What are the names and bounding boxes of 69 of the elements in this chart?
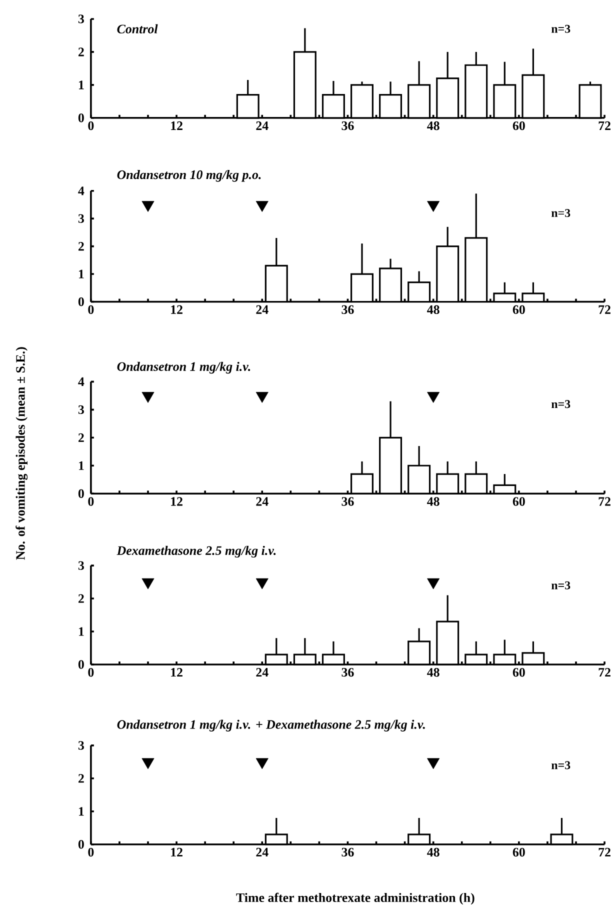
- annotation: n=3: [552, 400, 570, 408]
- x-tick-label: 24: [256, 668, 269, 677]
- x-tick-label: 60: [513, 305, 526, 314]
- x-tick-label: 72: [599, 848, 611, 856]
- x-tick-label: 24: [256, 305, 269, 314]
- annotation: n=3: [552, 761, 570, 770]
- x-tick-label: 72: [599, 668, 611, 677]
- y-tick-label: 0: [78, 297, 84, 306]
- x-tick-label: 24: [256, 121, 269, 130]
- x-tick-label: 36: [342, 497, 354, 506]
- x-tick-label: 0: [88, 848, 94, 857]
- x-tick-label: 0: [88, 668, 94, 677]
- x-tick-label: 72: [599, 497, 611, 506]
- x-tick-label: 12: [171, 848, 183, 856]
- x-tick-label: 72: [599, 305, 611, 314]
- y-tick-label: 0: [78, 114, 84, 122]
- x-tick-label: 36: [342, 848, 354, 857]
- x-tick-label: 0: [88, 305, 94, 314]
- y-tick-label: 0: [78, 489, 84, 498]
- x-tick-label: 60: [513, 121, 526, 130]
- y-tick-label: 2: [78, 594, 84, 603]
- y-tick-label: 1: [79, 80, 84, 90]
- annotation: n=3: [552, 24, 570, 33]
- y-tick-label: 2: [78, 433, 84, 442]
- x-tick-label: 60: [513, 497, 526, 506]
- y-tick-label: 3: [78, 405, 84, 414]
- y-tick-label: 2: [78, 48, 84, 56]
- y-tick-label: 4: [78, 377, 84, 386]
- chart-title: Control: [117, 24, 158, 34]
- chart-title: Dexamethasone 2.5 mg/kg i.v.: [116, 546, 276, 558]
- x-tick-label: 48: [427, 848, 440, 857]
- x-tick-label: 12: [171, 305, 183, 314]
- x-tick-label: 12: [171, 668, 183, 677]
- x-tick-label: 36: [342, 668, 354, 677]
- x-tick-label: 24: [256, 497, 269, 506]
- y-tick-label: 2: [78, 774, 84, 783]
- x-tick-label: 36: [342, 121, 354, 130]
- x-tick-label: 72: [599, 121, 611, 130]
- chart-title: Ondansetron 10 mg/kg p.o.: [118, 170, 261, 182]
- x-tick-label: 0: [88, 121, 94, 130]
- x-tick-label: 48: [427, 305, 440, 314]
- chart-title: Ondansetron 1 mg/kg i.v. + Dexamethasone 2.5 mg/kg i.v.: [118, 720, 426, 732]
- x-tick-label: 60: [513, 668, 526, 677]
- y-axis-title: No. of vomiting episodes (mean ± S.E.): [16, 347, 28, 560]
- y-tick-label: 2: [78, 242, 84, 251]
- x-tick-label: 48: [427, 121, 440, 130]
- chart-title: Ondansetron 1 mg/kg i.v.: [118, 362, 250, 374]
- y-tick-label: 1: [79, 461, 84, 470]
- y-tick-label: 0: [78, 840, 84, 849]
- x-tick-label: 48: [427, 668, 440, 677]
- x-axis-title: Time after methotrexate administration (h): [236, 892, 475, 905]
- x-tick-label: 36: [342, 305, 354, 314]
- y-tick-label: 1: [79, 627, 84, 636]
- x-tick-label: 24: [256, 848, 269, 856]
- annotation: n=3: [552, 581, 570, 590]
- y-tick-label: 3: [78, 741, 84, 750]
- annotation: n=3: [552, 209, 570, 218]
- y-tick-label: 1: [79, 807, 84, 816]
- x-tick-label: 12: [171, 121, 183, 130]
- y-tick-label: 3: [78, 214, 84, 223]
- x-tick-label: 60: [513, 848, 526, 857]
- y-tick-label: 0: [78, 660, 84, 669]
- x-tick-label: 12: [171, 497, 183, 506]
- y-tick-label: 3: [78, 561, 84, 570]
- x-tick-label: 0: [88, 497, 94, 506]
- y-tick-label: 1: [79, 270, 84, 278]
- x-tick-label: 48: [427, 497, 440, 506]
- y-tick-label: 4: [78, 186, 84, 196]
- y-tick-label: 3: [78, 14, 84, 24]
